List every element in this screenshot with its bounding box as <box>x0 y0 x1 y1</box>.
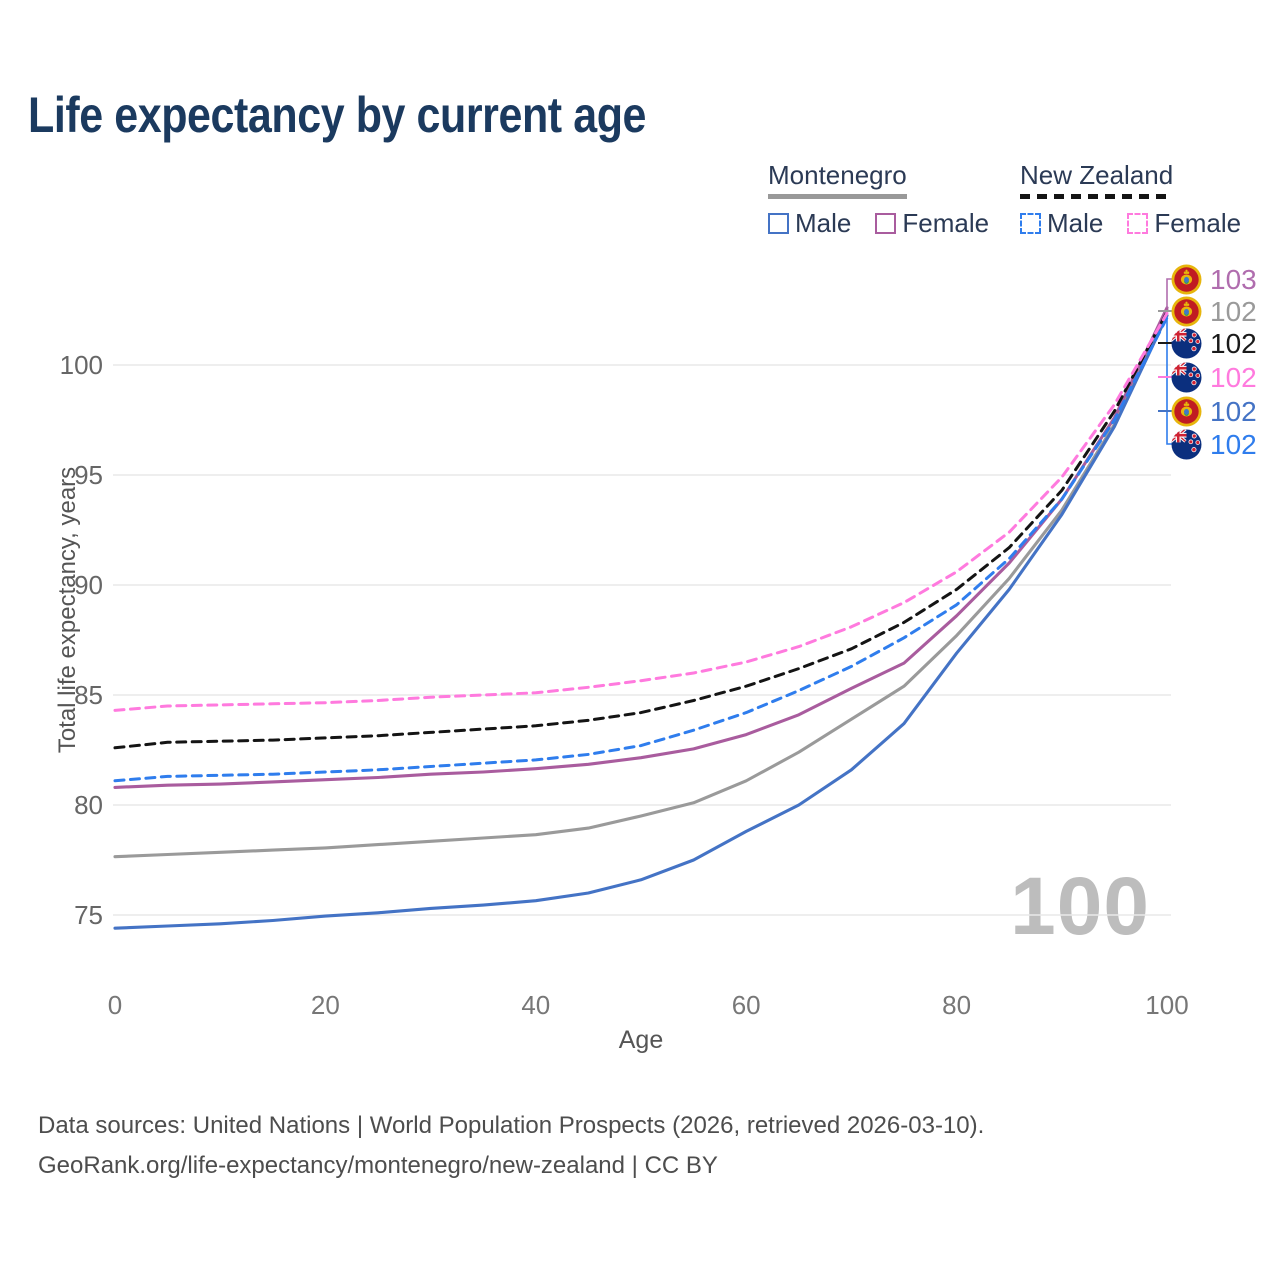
y-tick-label: 95 <box>74 460 103 490</box>
legend-group-new-zealand: New Zealand Male Female <box>1020 160 1241 239</box>
gridlines <box>113 364 1171 916</box>
end-value-label: 102 <box>1210 395 1257 427</box>
series-line-new-zealand-male <box>113 316 1169 783</box>
x-tick-label: 100 <box>1145 990 1189 1020</box>
series-line-new-zealand-female <box>113 311 1169 712</box>
new-zealand-flag-icon <box>1171 328 1202 359</box>
series-line-montenegro-both-sexes <box>113 308 1169 859</box>
y-axis-title: Total life expectancy, years <box>54 466 81 754</box>
country-line-style-swatch <box>1020 194 1174 199</box>
current-age-watermark: 100 <box>1010 861 1150 952</box>
legend-item-new-zealand-male[interactable]: Male <box>1020 208 1103 239</box>
x-tick-label: 20 <box>310 990 340 1020</box>
montenegro-flag-icon <box>1171 264 1202 295</box>
x-tick-label: 80 <box>942 990 972 1020</box>
end-label-new-zealand-female: 102 <box>1171 362 1257 393</box>
y-tick-label: 75 <box>74 900 103 930</box>
legend-item-label: Female <box>1154 208 1242 238</box>
chart-footer: Data sources: United Nations | World Pop… <box>38 1106 984 1186</box>
series-lines <box>113 306 1169 930</box>
y-tick-label: 100 <box>59 350 103 380</box>
legend-item-montenegro-female[interactable]: Female <box>875 208 989 239</box>
new-zealand-flag-icon <box>1171 429 1202 460</box>
new-zealand-flag-icon <box>1171 362 1202 393</box>
montenegro-flag-icon <box>1171 296 1202 327</box>
data-source-line: Data sources: United Nations | World Pop… <box>38 1112 985 1139</box>
series-line-montenegro-female <box>113 306 1169 789</box>
legend-item-label: Male <box>1047 208 1104 238</box>
end-label-montenegro-both-sexes: 102 <box>1171 296 1257 327</box>
legend-item-label: Female <box>902 208 990 238</box>
end-label-montenegro-male: 102 <box>1171 396 1257 427</box>
y-tick-label: 85 <box>74 680 103 710</box>
end-value-label: 102 <box>1210 428 1257 460</box>
legend-item-label: Male <box>795 208 852 238</box>
legend-group-montenegro: Montenegro Male Female <box>768 160 989 239</box>
page-title: Life expectancy by current age <box>28 87 647 143</box>
legend-item-montenegro-male[interactable]: Male <box>768 208 851 239</box>
montenegro-flag-icon <box>1171 396 1202 427</box>
male-series-swatch <box>768 213 789 234</box>
legend-item-new-zealand-female[interactable]: Female <box>1127 208 1241 239</box>
end-label-new-zealand-male: 102 <box>1171 429 1257 460</box>
legend-group-header: New Zealand <box>1020 160 1174 199</box>
y-tick-label: 90 <box>74 570 103 600</box>
female-series-swatch <box>875 213 897 234</box>
x-tick-label: 60 <box>731 990 761 1020</box>
end-label-new-zealand-both-sexes: 102 <box>1171 328 1257 359</box>
end-label-montenegro-female: 103 <box>1171 264 1257 295</box>
attribution-line: GeoRank.org/life-expectancy/montenegro/n… <box>38 1152 718 1179</box>
x-axis-title: Age <box>618 1026 664 1054</box>
end-value-label: 102 <box>1210 361 1257 393</box>
male-series-swatch <box>1020 213 1041 234</box>
end-value-label: 102 <box>1210 327 1257 359</box>
end-value-label: 102 <box>1210 295 1257 327</box>
x-tick-label: 40 <box>521 990 551 1020</box>
country-line-style-swatch <box>768 194 907 199</box>
female-series-swatch <box>1127 213 1149 234</box>
end-value-label: 103 <box>1210 263 1257 295</box>
series-line-new-zealand-both-sexes <box>113 310 1169 750</box>
legend-country-name: New Zealand <box>1020 160 1174 190</box>
legend-country-name: Montenegro <box>768 160 907 190</box>
series-line-montenegro-male <box>113 313 1169 930</box>
legend-group-header: Montenegro <box>768 160 907 199</box>
y-tick-label: 80 <box>74 790 103 820</box>
x-tick-label: 0 <box>107 990 123 1020</box>
